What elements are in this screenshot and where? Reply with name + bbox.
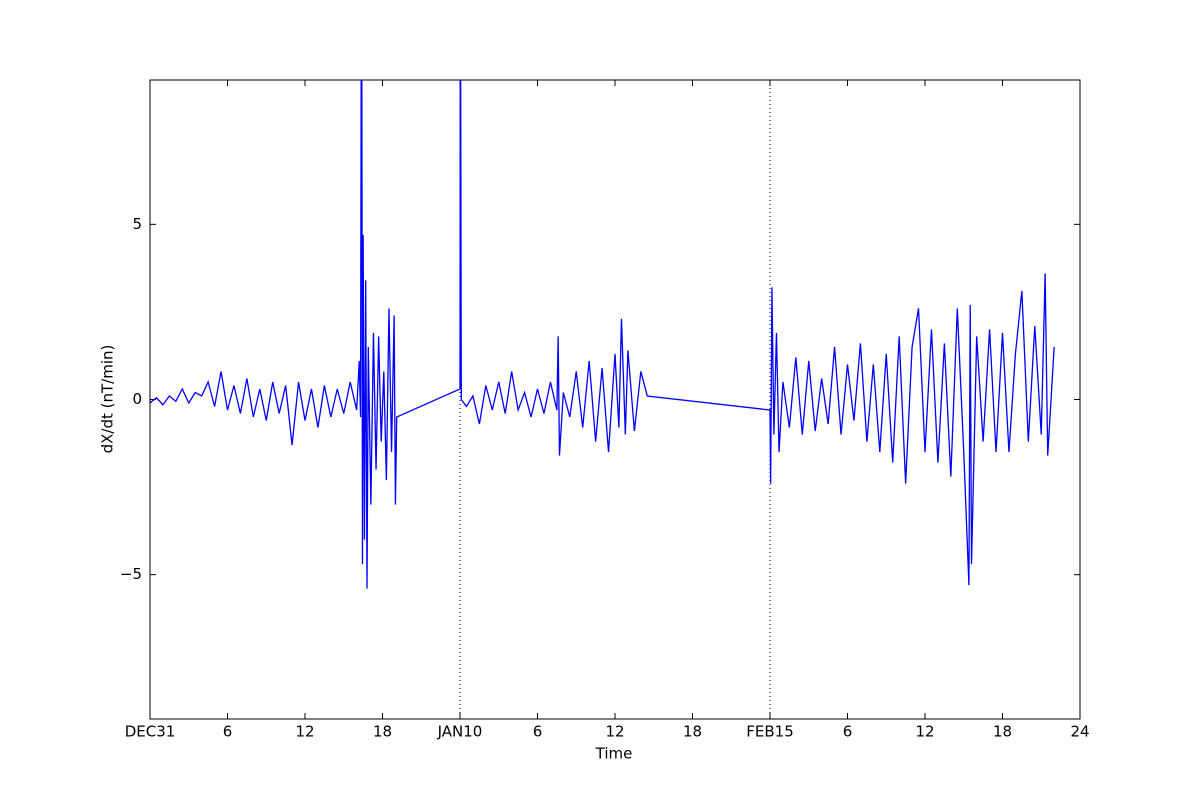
y-tick-label: 0: [132, 390, 142, 408]
x-tick-label: 12: [295, 723, 314, 741]
y-axis-label: dX/dt (nT/min): [99, 345, 117, 454]
x-axis-label: Time: [595, 745, 633, 763]
x-tick-label: 24: [1070, 723, 1089, 741]
x-tick-label: JAN10: [437, 723, 483, 741]
x-tick-label: 6: [223, 723, 233, 741]
data-line: [150, 80, 1055, 589]
y-tick-label: −5: [120, 565, 142, 583]
y-tick-label: 5: [132, 215, 142, 233]
x-tick-label: 6: [843, 723, 853, 741]
x-tick-label: FEB15: [746, 723, 793, 741]
x-tick-label: 18: [373, 723, 392, 741]
x-tick-label: 12: [915, 723, 934, 741]
x-tick-label: 12: [605, 723, 624, 741]
x-tick-label: 18: [683, 723, 702, 741]
x-tick-label: DEC31: [125, 723, 176, 741]
plot-frame: [149, 79, 1081, 720]
x-tick-label: 18: [993, 723, 1012, 741]
x-tick-label: 6: [533, 723, 543, 741]
